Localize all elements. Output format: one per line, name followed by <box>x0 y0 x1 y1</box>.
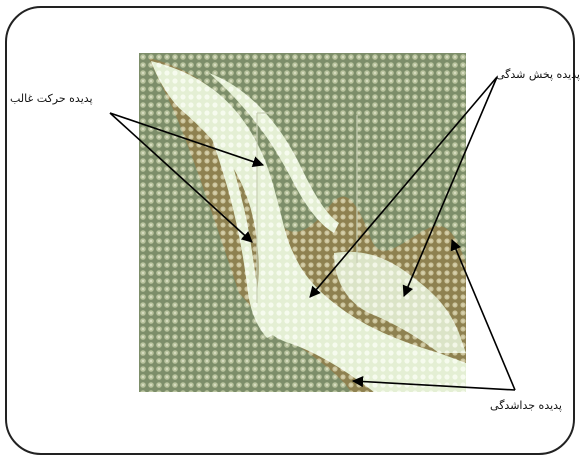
label-spreading: پدیده پخش شدگی <box>495 68 580 81</box>
arrow-detach-1 <box>351 375 516 391</box>
branch-left <box>194 93 277 338</box>
arrow-detach-2 <box>450 238 516 391</box>
micromodel-photo <box>139 53 466 392</box>
spread-zone <box>334 251 466 353</box>
dominant-flow-path <box>151 61 466 392</box>
branch-upper <box>209 73 339 233</box>
arrow-dominant-1 <box>109 112 265 168</box>
arrow-spread-2 <box>402 76 498 298</box>
label-dominant-path: پدیده حرکت غالب <box>10 92 93 105</box>
arrow-spread-1 <box>309 76 498 298</box>
arrow-dominant-2 <box>109 112 253 243</box>
label-detachment: پدیده جداشدگی <box>490 399 562 412</box>
